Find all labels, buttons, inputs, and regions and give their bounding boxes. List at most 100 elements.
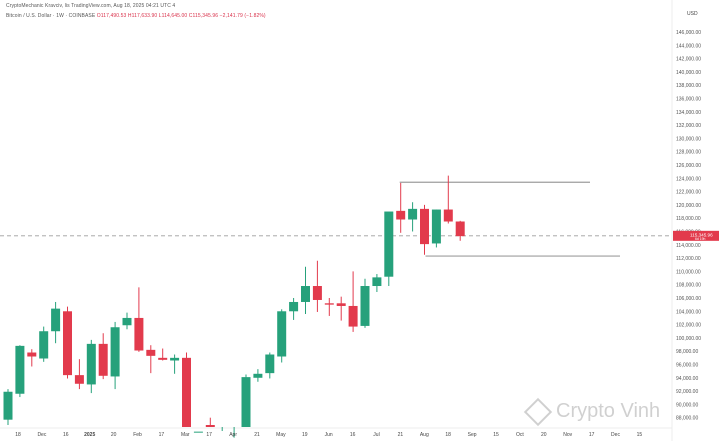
candle-body: [420, 208, 429, 245]
candle-body: [431, 209, 441, 244]
candle-body: [74, 375, 84, 384]
candle-body: [241, 377, 251, 427]
candle: [324, 297, 334, 316]
candle: [74, 359, 84, 390]
time-tick-label: Apr: [229, 432, 237, 438]
price-tick-label: 110,000.00: [676, 269, 701, 275]
candle-body: [265, 354, 275, 374]
candle-body: [146, 349, 156, 356]
candle-body: [324, 303, 334, 305]
price-tick-label: 106,000.00: [676, 296, 701, 302]
candle-body: [253, 373, 263, 378]
candle: [443, 175, 453, 224]
candle-body: [15, 345, 25, 394]
candle: [122, 312, 132, 330]
candle: [86, 339, 96, 394]
candle-body: [455, 221, 465, 237]
candle: [27, 349, 37, 367]
candle-body: [205, 425, 215, 427]
time-tick-label: 17: [589, 432, 595, 438]
time-tick-label: 20: [111, 432, 117, 438]
time-tick-label: 18: [445, 432, 451, 438]
price-tick-label: 144,000.00: [676, 43, 701, 49]
candle: [348, 271, 358, 332]
candle-body: [170, 357, 180, 361]
candle: [336, 296, 346, 321]
time-tick-label: 16: [350, 432, 356, 438]
watermark-logo-icon: [523, 397, 553, 426]
candle: [51, 301, 61, 344]
price-tick-label: 108,000.00: [676, 283, 701, 289]
time-tick-label: Oct: [516, 432, 524, 438]
price-tick-label: 132,000.00: [676, 123, 701, 129]
symbol-info-line: Bitcoin / U.S. Dollar · 1W · COINBASE O1…: [6, 13, 266, 19]
time-tick-label: Nov: [563, 432, 572, 438]
candle: [301, 266, 310, 314]
candle-body: [86, 343, 96, 385]
price-tick-label: 100,000.00: [676, 336, 701, 342]
candle: [170, 354, 180, 374]
price-tick-label: 96,000.00: [676, 362, 698, 368]
candle-body: [443, 209, 453, 222]
price-axis-panel: [672, 0, 720, 441]
candle-body: [336, 303, 346, 306]
candle-body: [98, 343, 108, 376]
time-tick-label: Aug: [420, 432, 429, 438]
candle-body: [3, 391, 13, 420]
candle: [205, 417, 215, 427]
candle: [134, 287, 144, 352]
price-tick-label: 126,000.00: [676, 163, 701, 169]
candle: [158, 348, 168, 361]
candle: [312, 260, 322, 312]
price-tick-label: 128,000.00: [676, 150, 701, 156]
time-tick-label: 20: [541, 432, 547, 438]
time-tick-label: 18: [15, 432, 21, 438]
candle-body: [312, 286, 322, 300]
candle: [420, 204, 429, 255]
chart-publisher-line: CryptoMechanic Kravciv, lis TradingView.…: [6, 3, 176, 9]
time-tick-label: Sep: [468, 432, 477, 438]
price-tick-label: 114,000.00: [676, 243, 701, 249]
candle-body: [193, 431, 203, 433]
candle: [110, 321, 120, 390]
candle-body: [289, 301, 299, 312]
candle-body: [51, 308, 61, 332]
candle: [253, 369, 263, 382]
time-tick-label: 19: [302, 432, 308, 438]
candle-body: [39, 331, 49, 359]
candle-body: [134, 317, 144, 351]
price-tick-label: 136,000.00: [676, 96, 701, 102]
price-tick-label: 104,000.00: [676, 309, 701, 315]
time-tick-label: Jul: [373, 432, 379, 438]
price-tick-label: 142,000.00: [676, 57, 701, 63]
candle-body: [158, 357, 168, 360]
candle: [63, 306, 72, 379]
candle: [396, 182, 406, 233]
watermark: Crypto Vinh: [523, 397, 660, 426]
price-tick-label: 94,000.00: [676, 376, 698, 382]
candle: [3, 389, 13, 426]
price-tick-label: 118,000.00: [676, 216, 701, 222]
current-price-badge: [673, 230, 719, 241]
candle: [193, 431, 203, 433]
candle-body: [408, 208, 418, 220]
time-tick-label: 16: [63, 432, 69, 438]
time-tick-label: 15: [637, 432, 643, 438]
candle: [289, 297, 299, 320]
time-tick-label: Dec: [611, 432, 620, 438]
price-tick-label: 90,000.00: [676, 402, 698, 408]
candle: [265, 352, 275, 379]
symbol-title[interactable]: Bitcoin / U.S. Dollar · 1W · COINBASE: [6, 13, 96, 19]
time-tick-label: Mar: [181, 432, 190, 438]
price-tick-label: 122,000.00: [676, 190, 701, 196]
candle: [182, 352, 191, 427]
candle: [384, 211, 394, 287]
candle: [15, 345, 25, 398]
candle: [455, 220, 465, 241]
price-tick-label: 102,000.00: [676, 323, 701, 329]
time-tick-label: 21: [254, 432, 260, 438]
candle-body: [110, 327, 120, 377]
price-tick-label: 134,000.00: [676, 110, 701, 116]
time-tick-label: Feb: [133, 432, 142, 438]
